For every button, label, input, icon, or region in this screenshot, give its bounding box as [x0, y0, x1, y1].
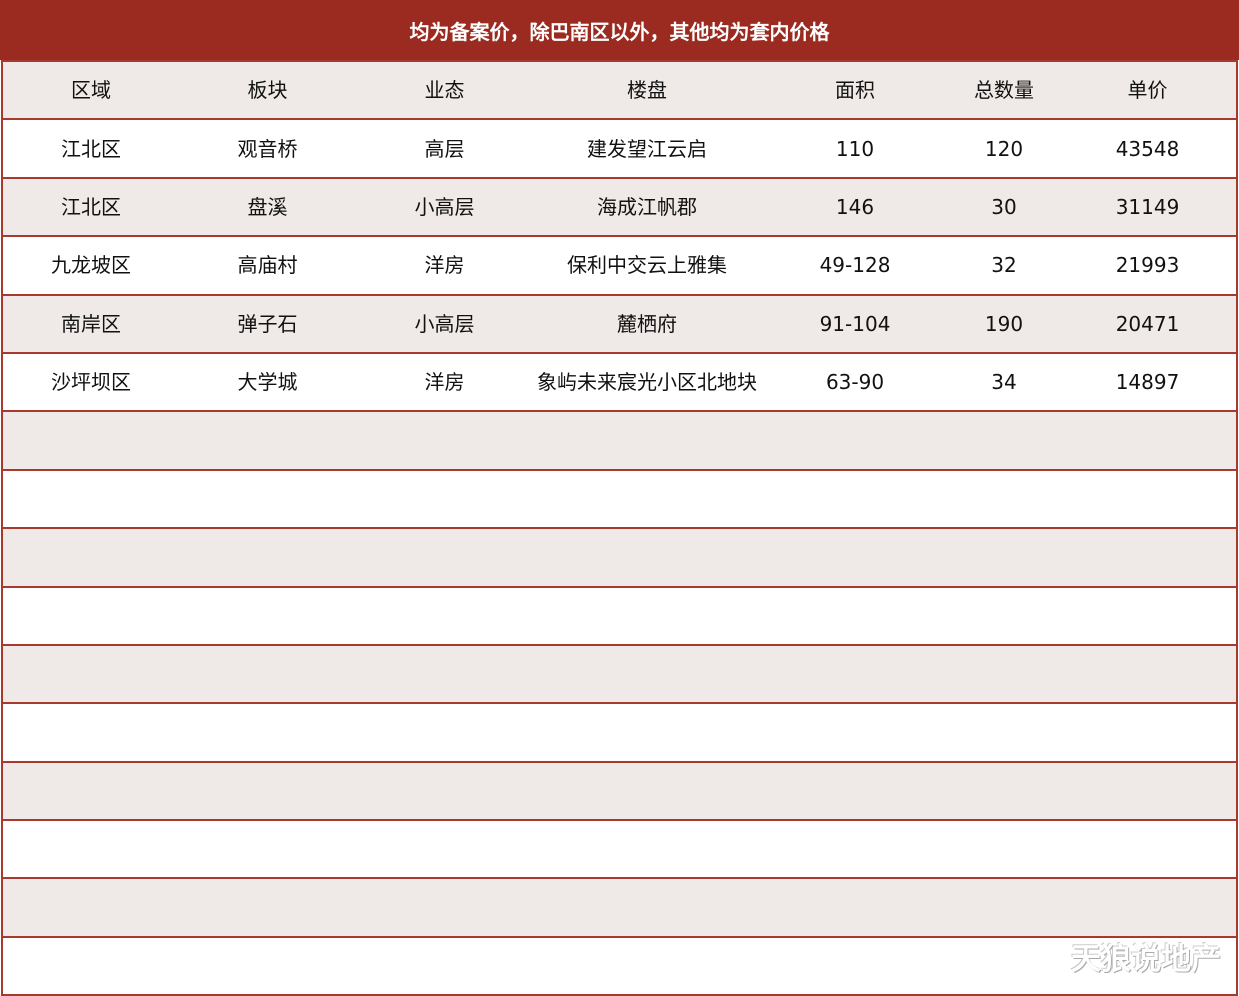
empty-cell — [2, 760, 1237, 821]
column-header: 业态 — [356, 59, 533, 120]
table-cell: 小高层 — [356, 176, 533, 237]
column-header: 总数量 — [949, 59, 1059, 120]
empty-cell — [2, 877, 1237, 937]
table-cell: 保利中交云上雅集 — [533, 235, 761, 295]
table-cell: 43548 — [1059, 118, 1237, 178]
table-cell: 麓栖府 — [533, 293, 761, 353]
table-cell: 江北区 — [2, 176, 179, 237]
table-cell: 49-128 — [761, 235, 949, 295]
table-cell: 沙坪坝区 — [2, 351, 179, 412]
column-header: 区域 — [2, 59, 179, 120]
table-cell: 34 — [949, 351, 1059, 412]
empty-cell — [2, 527, 1237, 587]
table-row: 江北区 观音桥 高层 建发望江云启 110 120 43548 — [2, 118, 1237, 178]
empty-row — [2, 527, 1237, 587]
empty-row — [2, 935, 1237, 996]
column-header: 面积 — [761, 59, 949, 120]
table-cell: 20471 — [1059, 293, 1237, 353]
watermark: 天狼说地产 — [1071, 942, 1221, 977]
column-header: 楼盘 — [533, 59, 761, 120]
empty-cell — [2, 819, 1237, 879]
empty-row — [2, 877, 1237, 937]
table-cell: 120 — [949, 118, 1059, 178]
table-cell: 弹子石 — [179, 293, 356, 353]
price-table: 区域 板块 业态 楼盘 面积 总数量 单价 江北区 观音桥 高层 建发望江云启 110 120 43548… — [1, 59, 1238, 996]
table-cell: 190 — [949, 293, 1059, 353]
table-cell: 盘溪 — [179, 176, 356, 237]
table-cell: 九龙坡区 — [2, 235, 179, 295]
header-row: 区域 板块 业态 楼盘 面积 总数量 单价 — [2, 59, 1237, 120]
table-cell: 32 — [949, 235, 1059, 295]
table-cell: 高庙村 — [179, 235, 356, 295]
table-cell: 观音桥 — [179, 118, 356, 178]
empty-row — [2, 410, 1237, 470]
table-cell: 146 — [761, 176, 949, 237]
column-header: 板块 — [179, 59, 356, 120]
table-row: 九龙坡区 高庙村 洋房 保利中交云上雅集 49-128 32 21993 — [2, 235, 1237, 295]
table-cell: 南岸区 — [2, 293, 179, 353]
empty-row — [2, 819, 1237, 879]
empty-cell — [2, 643, 1237, 704]
table-cell: 海成江帆郡 — [533, 176, 761, 237]
empty-cell — [2, 585, 1237, 645]
column-header: 单价 — [1059, 59, 1237, 120]
empty-row — [2, 468, 1237, 529]
table-row: 沙坪坝区 大学城 洋房 象屿未来宸光小区北地块 63-90 34 14897 — [2, 351, 1237, 412]
table-cell: 21993 — [1059, 235, 1237, 295]
table-cell: 大学城 — [179, 351, 356, 412]
empty-row — [2, 702, 1237, 762]
empty-row — [2, 760, 1237, 821]
table-row: 江北区 盘溪 小高层 海成江帆郡 146 30 31149 — [2, 176, 1237, 237]
table-cell: 30 — [949, 176, 1059, 237]
table-cell: 14897 — [1059, 351, 1237, 412]
table-cell: 63-90 — [761, 351, 949, 412]
table-cell: 象屿未来宸光小区北地块 — [533, 351, 761, 412]
empty-cell — [2, 935, 1237, 996]
table-cell: 洋房 — [356, 235, 533, 295]
table-cell: 31149 — [1059, 176, 1237, 237]
table-title: 均为备案价，除巴南区以外，其他均为套内价格 — [0, 0, 1239, 60]
empty-row — [2, 643, 1237, 704]
table-cell: 高层 — [356, 118, 533, 178]
table-cell: 110 — [761, 118, 949, 178]
empty-cell — [2, 468, 1237, 529]
empty-row — [2, 585, 1237, 645]
table-cell: 江北区 — [2, 118, 179, 178]
table-row: 南岸区 弹子石 小高层 麓栖府 91-104 190 20471 — [2, 293, 1237, 353]
empty-cell — [2, 702, 1237, 762]
table-cell: 91-104 — [761, 293, 949, 353]
table-cell: 小高层 — [356, 293, 533, 353]
table-cell: 洋房 — [356, 351, 533, 412]
empty-cell — [2, 410, 1237, 470]
table-cell: 建发望江云启 — [533, 118, 761, 178]
